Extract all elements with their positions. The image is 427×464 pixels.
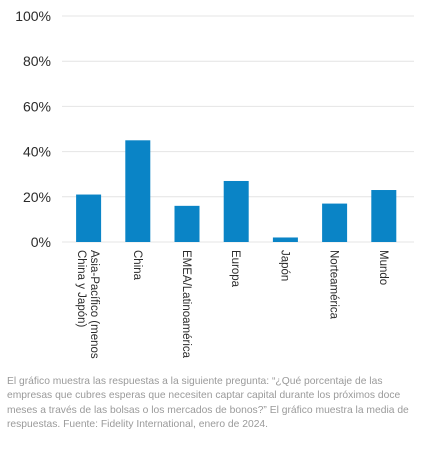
gridlines: [62, 15, 414, 243]
y-tick-label: 40%: [23, 144, 51, 160]
y-tick-label: 80%: [23, 53, 51, 69]
bar: [223, 180, 249, 242]
bar: [371, 190, 397, 242]
x-tick-label: Norteamérica: [328, 250, 340, 320]
x-axis-tick-labels: Asia-Pacífico (menosChina y Japón) China E…: [75, 250, 389, 359]
y-tick-label: 20%: [23, 189, 51, 205]
bar: [76, 194, 102, 242]
y-tick-label: 100%: [15, 8, 51, 24]
bar: [174, 205, 200, 242]
bar: [125, 140, 151, 242]
chart-caption: El gráfico muestra las respuestas a la s…: [7, 376, 409, 431]
bar-chart: 0% 20% 40% 60% 80% 100% Asia-Pacífico (menosC…: [15, 8, 414, 359]
x-tick-label: China: [131, 250, 143, 281]
x-tick-label: EMEA/Latinoamérica: [180, 250, 192, 359]
y-axis-tick-labels: 0% 20% 40% 60% 80% 100%: [15, 8, 51, 250]
x-tick-label: Asia-Pacífico (menosChina y Japón): [75, 250, 100, 359]
bar: [322, 203, 348, 242]
bars: [76, 140, 397, 242]
y-tick-label: 0%: [31, 234, 51, 250]
x-tick-label: Mundo: [377, 250, 389, 285]
x-tick-label: Europa: [229, 250, 241, 288]
y-tick-label: 60%: [23, 98, 51, 114]
x-tick-label: Japón: [278, 250, 290, 281]
bar: [272, 237, 298, 242]
